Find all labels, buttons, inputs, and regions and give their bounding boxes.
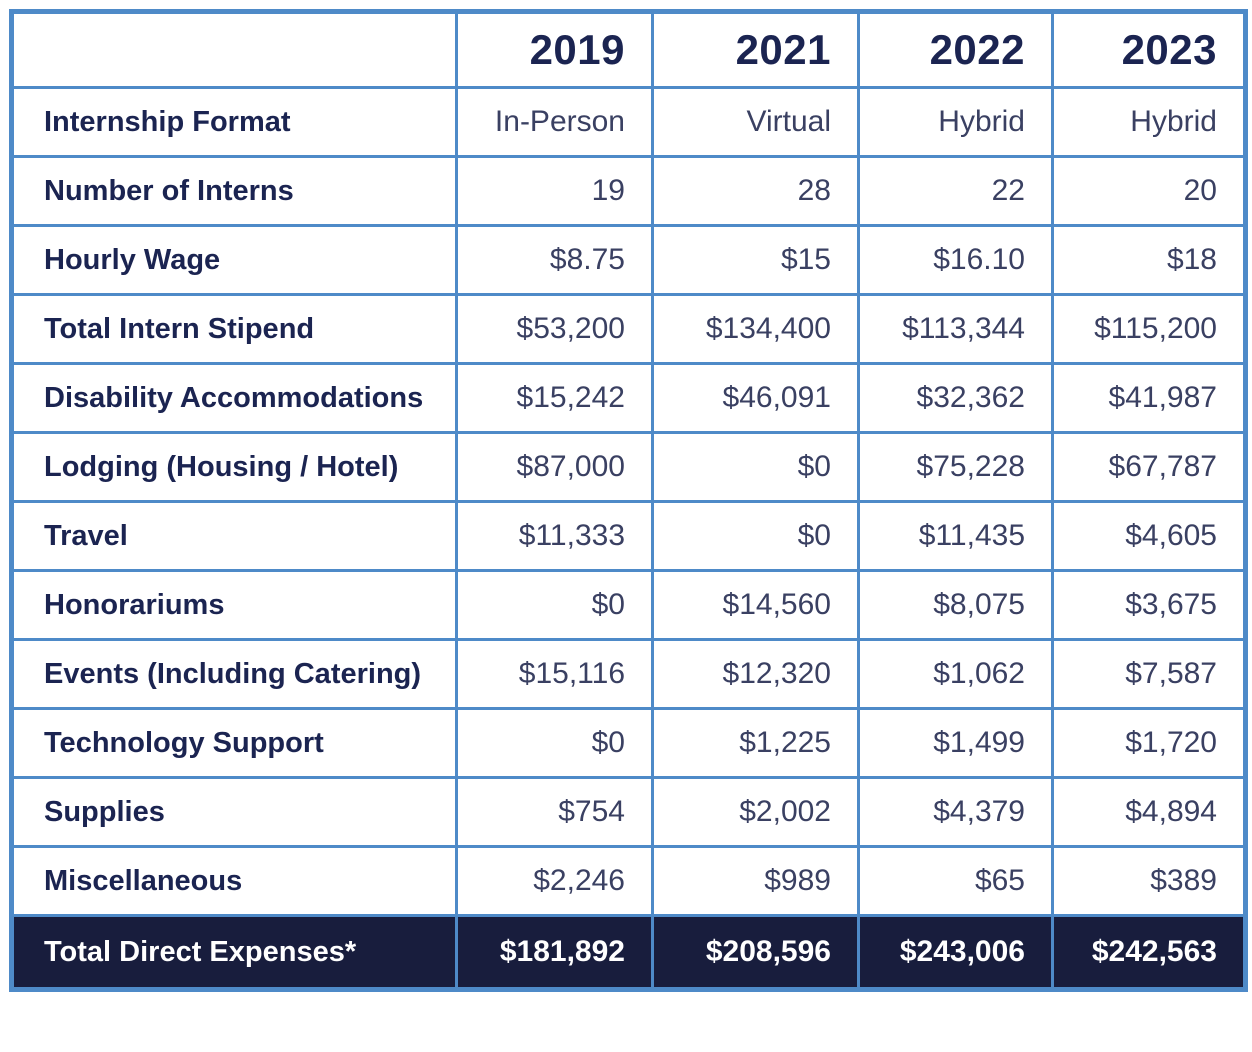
value-cell: $4,605 [1051,500,1247,572]
table-row: Number of Interns 19 28 22 20 [10,155,1247,227]
table-row: Internship Format In-Person Virtual Hybrid H… [10,86,1247,158]
value-cell: $989 [651,845,860,917]
value-cell: $7,587 [1051,638,1247,710]
value-cell: $1,720 [1051,707,1247,779]
table-row: Disability Accommodations $15,242 $46,091 $… [10,362,1247,434]
value-cell: 22 [857,155,1054,227]
value-cell: $14,560 [651,569,860,641]
year-column-header: 2021 [651,10,860,89]
value-cell: $65 [857,845,1054,917]
table-row: Supplies $754 $2,002 $4,379 $4,894 [10,776,1247,848]
row-label: Honorariums [10,569,458,641]
value-cell: $1,062 [857,638,1054,710]
value-cell: $4,379 [857,776,1054,848]
table-row: Travel $11,333 $0 $11,435 $4,605 [10,500,1247,572]
row-label: Travel [10,500,458,572]
total-row: Total Direct Expenses* $181,892 $208,596 $2… [10,914,1247,991]
value-cell: 19 [455,155,654,227]
value-cell: 20 [1051,155,1247,227]
total-value-cell: $242,563 [1051,914,1247,991]
value-cell: $15,116 [455,638,654,710]
value-cell: $0 [455,707,654,779]
total-value-cell: $181,892 [455,914,654,991]
value-cell: $8.75 [455,224,654,296]
table-row: Honorariums $0 $14,560 $8,075 $3,675 [10,569,1247,641]
value-cell: $1,225 [651,707,860,779]
value-cell: $87,000 [455,431,654,503]
value-cell: $0 [455,569,654,641]
table-row: Events (Including Catering) $15,116 $12,32… [10,638,1247,710]
value-cell: Virtual [651,86,860,158]
year-column-header: 2022 [857,10,1054,89]
table-row: Technology Support $0 $1,225 $1,499 $1,720 [10,707,1247,779]
year-column-header: 2019 [455,10,654,89]
row-label: Total Intern Stipend [10,293,458,365]
row-label: Disability Accommodations [10,362,458,434]
corner-header-cell [10,10,458,89]
table-row: Miscellaneous $2,246 $989 $65 $389 [10,845,1247,917]
value-cell: $16.10 [857,224,1054,296]
total-row-label: Total Direct Expenses* [10,914,458,991]
internship-expenses-table: 2019 2021 2022 2023 Internship Format In-Per… [9,9,1248,992]
value-cell: $754 [455,776,654,848]
value-cell: $8,075 [857,569,1054,641]
value-cell: $41,987 [1051,362,1247,434]
row-label: Supplies [10,776,458,848]
header-row: 2019 2021 2022 2023 [10,10,1247,89]
value-cell: $11,435 [857,500,1054,572]
row-label: Technology Support [10,707,458,779]
total-value-cell: $208,596 [651,914,860,991]
value-cell: $75,228 [857,431,1054,503]
year-column-header: 2023 [1051,10,1247,89]
value-cell: $15,242 [455,362,654,434]
value-cell: $3,675 [1051,569,1247,641]
value-cell: $53,200 [455,293,654,365]
row-label: Hourly Wage [10,224,458,296]
value-cell: $389 [1051,845,1247,917]
table-row: Lodging (Housing / Hotel) $87,000 $0 $75,22… [10,431,1247,503]
row-label: Number of Interns [10,155,458,227]
value-cell: $15 [651,224,860,296]
table-row: Hourly Wage $8.75 $15 $16.10 $18 [10,224,1247,296]
value-cell: $46,091 [651,362,860,434]
value-cell: $134,400 [651,293,860,365]
value-cell: Hybrid [857,86,1054,158]
row-label: Lodging (Housing / Hotel) [10,431,458,503]
value-cell: $67,787 [1051,431,1247,503]
value-cell: $0 [651,500,860,572]
value-cell: $1,499 [857,707,1054,779]
row-label: Internship Format [10,86,458,158]
value-cell: $18 [1051,224,1247,296]
total-value-cell: $243,006 [857,914,1054,991]
table-row: Total Intern Stipend $53,200 $134,400 $113,… [10,293,1247,365]
value-cell: $0 [651,431,860,503]
row-label: Miscellaneous [10,845,458,917]
value-cell: $11,333 [455,500,654,572]
value-cell: $4,894 [1051,776,1247,848]
value-cell: Hybrid [1051,86,1247,158]
value-cell: $12,320 [651,638,860,710]
value-cell: $2,246 [455,845,654,917]
value-cell: In-Person [455,86,654,158]
row-label: Events (Including Catering) [10,638,458,710]
value-cell: $113,344 [857,293,1054,365]
value-cell: $32,362 [857,362,1054,434]
value-cell: $2,002 [651,776,860,848]
value-cell: $115,200 [1051,293,1247,365]
value-cell: 28 [651,155,860,227]
table-container: 2019 2021 2022 2023 Internship Format In-Per… [9,9,1248,992]
